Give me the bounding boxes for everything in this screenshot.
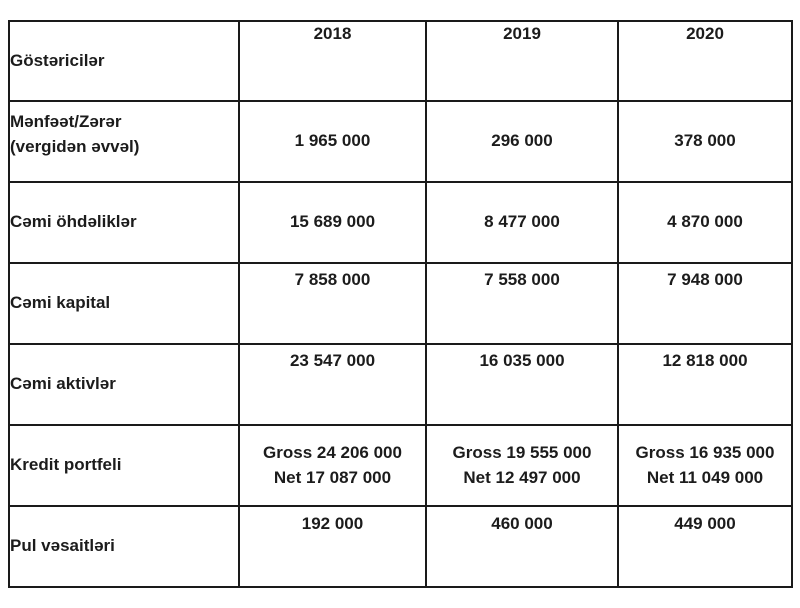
value-cell: 12 818 000	[617, 343, 793, 426]
table-body: Mənfəət/Zərər (vergidən əvvəl) 1 965 000 2…	[8, 100, 793, 588]
value-cell: Gross 19 555 000 Net 12 497 000	[425, 424, 619, 507]
value-cell: Gross 16 935 000 Net 11 049 000	[617, 424, 793, 507]
table-row: Cəmi kapital 7 858 000 7 558 000 7 948 000	[8, 262, 793, 345]
header-year-2019: 2019	[425, 20, 619, 102]
table-row: Kredit portfeli Gross 24 206 000 Net 17 0…	[8, 424, 793, 507]
header-row: Göstəricilər 2018 2019 2020	[8, 20, 793, 102]
value-cell: 16 035 000	[425, 343, 619, 426]
value-cell: 460 000	[425, 505, 619, 588]
value-cell: 7 948 000	[617, 262, 793, 345]
header-indicators-label: Göstəricilər	[8, 20, 240, 102]
header-year-2020: 2020	[617, 20, 793, 102]
value-cell: 23 547 000	[238, 343, 427, 426]
row-label: Cəmi kapital	[8, 262, 240, 345]
header-year-2018: 2018	[238, 20, 427, 102]
value-cell: 1 965 000	[238, 100, 427, 183]
row-label: Pul vəsaitləri	[8, 505, 240, 588]
value-cell: 378 000	[617, 100, 793, 183]
table-row: Mənfəət/Zərər (vergidən əvvəl) 1 965 000 2…	[8, 100, 793, 183]
table-row: Cəmi öhdəliklər 15 689 000 8 477 000 4 870 …	[8, 181, 793, 264]
value-cell: 7 558 000	[425, 262, 619, 345]
row-label: Cəmi aktivlər	[8, 343, 240, 426]
row-label: Cəmi öhdəliklər	[8, 181, 240, 264]
table-header: Göstəricilər 2018 2019 2020	[8, 20, 793, 102]
row-label: Kredit portfeli	[8, 424, 240, 507]
value-cell: 449 000	[617, 505, 793, 588]
value-cell: 296 000	[425, 100, 619, 183]
value-cell: 192 000	[238, 505, 427, 588]
row-label: Mənfəət/Zərər (vergidən əvvəl)	[8, 100, 240, 183]
financial-indicators-table: Göstəricilər 2018 2019 2020 Mənfəət/Zərə…	[8, 20, 793, 588]
table-row: Pul vəsaitləri 192 000 460 000 449 000	[8, 505, 793, 588]
value-cell: 15 689 000	[238, 181, 427, 264]
value-cell: 7 858 000	[238, 262, 427, 345]
table-row: Cəmi aktivlər 23 547 000 16 035 000 12 818 …	[8, 343, 793, 426]
value-cell: 4 870 000	[617, 181, 793, 264]
value-cell: 8 477 000	[425, 181, 619, 264]
value-cell: Gross 24 206 000 Net 17 087 000	[238, 424, 427, 507]
